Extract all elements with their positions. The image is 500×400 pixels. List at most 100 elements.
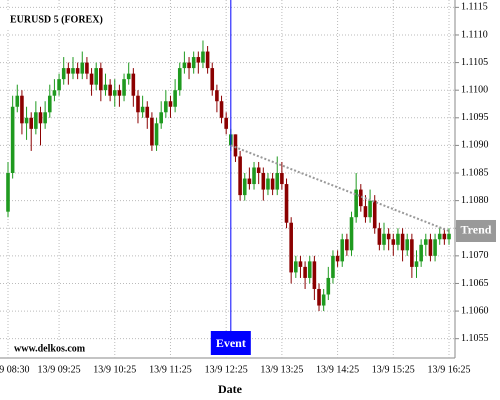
candle-body bbox=[61, 68, 66, 80]
watermark-bg bbox=[10, 342, 92, 356]
candle-body bbox=[349, 217, 354, 251]
candle-body bbox=[410, 239, 414, 267]
x-tick-label: 13/9 09:25 bbox=[38, 364, 81, 375]
candle-body bbox=[47, 95, 52, 113]
y-tick-label: 1.1055 bbox=[461, 333, 489, 344]
candle-body bbox=[447, 233, 451, 240]
x-tick-label: 13/9 12:25 bbox=[205, 364, 248, 375]
candle-body bbox=[126, 73, 131, 80]
candle-body bbox=[131, 73, 136, 96]
candle-body bbox=[437, 233, 442, 240]
candle-body bbox=[280, 173, 284, 185]
x-tick-label: 13/9 16:25 bbox=[427, 364, 470, 375]
candle-body bbox=[173, 90, 177, 107]
y-tick-label: 1.1115 bbox=[461, 2, 488, 13]
candle-body bbox=[247, 178, 252, 185]
candle-body bbox=[80, 62, 85, 74]
candle-body bbox=[317, 288, 321, 306]
candle-body bbox=[112, 90, 117, 96]
candle-body bbox=[168, 101, 173, 107]
candle-body bbox=[307, 261, 312, 278]
candle-body bbox=[354, 189, 358, 218]
candle-body bbox=[340, 239, 345, 262]
candle-body bbox=[359, 189, 363, 207]
candle-body bbox=[29, 117, 34, 129]
candle-body bbox=[284, 184, 289, 223]
candle-body bbox=[224, 117, 228, 129]
candle-body bbox=[103, 84, 108, 91]
candle-body bbox=[75, 68, 80, 74]
candle-body bbox=[20, 95, 24, 124]
candle-body bbox=[182, 62, 187, 69]
candle-body bbox=[275, 173, 280, 190]
candle-body bbox=[108, 84, 112, 96]
x-tick-label: 13/9 14:25 bbox=[316, 364, 359, 375]
candle-body bbox=[363, 206, 368, 218]
candle-body bbox=[428, 239, 433, 256]
candle-body bbox=[321, 294, 326, 306]
candle-body bbox=[256, 167, 261, 174]
y-tick-label: 1.1065 bbox=[461, 278, 489, 289]
candle-body bbox=[261, 173, 266, 190]
candle-body bbox=[233, 134, 238, 157]
candle-body bbox=[345, 239, 349, 251]
candle-body bbox=[191, 57, 196, 69]
candle-body bbox=[145, 106, 150, 118]
event-label: Event bbox=[216, 336, 246, 350]
candle-body bbox=[57, 79, 61, 91]
candle-body bbox=[414, 261, 419, 267]
trend-label: Trend bbox=[461, 223, 492, 237]
candle-body bbox=[335, 255, 340, 262]
candle-body bbox=[294, 261, 298, 273]
y-tick-label: 1.1090 bbox=[461, 140, 489, 151]
candle-body bbox=[215, 90, 219, 102]
candle-body bbox=[122, 79, 126, 96]
candle-body bbox=[201, 51, 205, 63]
y-tick-label: 1.1100 bbox=[461, 84, 488, 95]
x-tick-label: 13/9 08:30 bbox=[0, 364, 30, 375]
candle-body bbox=[6, 173, 10, 212]
candle-body bbox=[252, 167, 256, 185]
candle-body bbox=[266, 178, 270, 190]
y-tick-label: 1.1110 bbox=[461, 29, 488, 40]
candle-body bbox=[136, 95, 140, 113]
candle-body bbox=[242, 178, 247, 196]
y-tick-label: 1.1095 bbox=[461, 112, 489, 123]
x-axis-label: Date bbox=[218, 382, 243, 396]
candle-body bbox=[85, 62, 89, 74]
candle-body bbox=[368, 200, 372, 218]
candle-body bbox=[382, 233, 386, 245]
y-tick-label: 1.1060 bbox=[461, 305, 489, 316]
candle-body bbox=[154, 123, 159, 146]
y-tick-label: 1.1070 bbox=[461, 250, 489, 261]
candle-body bbox=[71, 68, 75, 74]
candle-body bbox=[99, 68, 103, 91]
y-tick-label: 1.1085 bbox=[461, 167, 489, 178]
candle-body bbox=[52, 90, 57, 96]
candle-body bbox=[66, 68, 71, 74]
candle-body bbox=[94, 68, 98, 85]
candle-body bbox=[372, 200, 377, 229]
candle-body bbox=[400, 233, 405, 251]
x-tick-label: 13/9 10:25 bbox=[93, 364, 136, 375]
candle-body bbox=[219, 101, 224, 118]
candle-body bbox=[396, 233, 400, 245]
candle-body bbox=[423, 239, 428, 245]
candle-body bbox=[298, 261, 303, 267]
candle-body bbox=[89, 73, 94, 85]
candle-body bbox=[150, 117, 154, 146]
candle-body bbox=[34, 112, 38, 129]
candle-body bbox=[391, 239, 396, 245]
candle-body bbox=[405, 239, 410, 251]
candle-body bbox=[10, 106, 15, 174]
event-box bbox=[210, 331, 251, 355]
candle-body bbox=[377, 228, 382, 245]
candle-body bbox=[289, 222, 293, 273]
candle-body bbox=[38, 112, 43, 124]
candle-body bbox=[196, 57, 201, 63]
candle-body bbox=[159, 112, 163, 124]
candle-body bbox=[270, 178, 275, 190]
candle-body bbox=[303, 266, 307, 278]
